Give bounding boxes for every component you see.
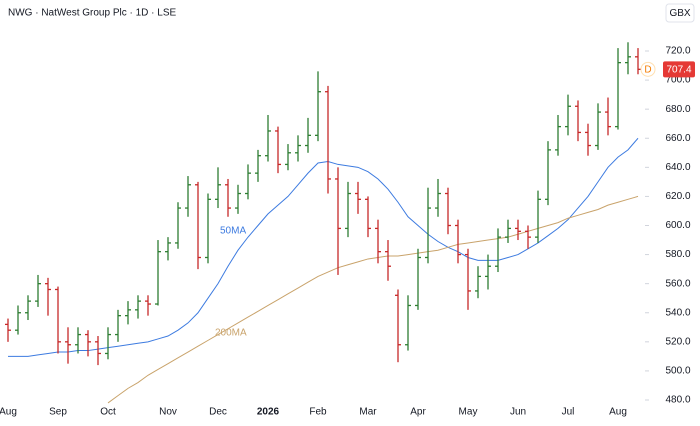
y-tick-label: 480.0 bbox=[665, 395, 690, 406]
y-tick-label: 520.0 bbox=[665, 336, 690, 347]
x-tick-label: Feb bbox=[309, 407, 327, 418]
x-tick-label: May bbox=[459, 407, 478, 418]
last-price-label: 707.4 bbox=[666, 64, 691, 75]
x-tick-label: Oct bbox=[100, 407, 116, 418]
plot-area bbox=[5, 42, 641, 404]
series-label: 50MA bbox=[220, 226, 246, 237]
x-tick-label: Aug bbox=[609, 407, 627, 418]
last-price-box bbox=[663, 61, 695, 78]
y-tick-label: 720.0 bbox=[665, 46, 690, 57]
y-tick-label: 620.0 bbox=[665, 191, 690, 202]
y-tick-label: 660.0 bbox=[665, 133, 690, 144]
x-tick-label: Jul bbox=[562, 407, 575, 418]
currency-label[interactable]: GBX bbox=[669, 8, 690, 19]
dividend-marker-label: D bbox=[644, 64, 651, 75]
x-tick-label: Dec bbox=[209, 407, 227, 418]
x-tick-label: Mar bbox=[359, 407, 377, 418]
x-tick-label: Sep bbox=[49, 407, 67, 418]
x-tick-label: Apr bbox=[410, 407, 426, 418]
dividend-marker bbox=[640, 61, 656, 77]
y-tick-label: 640.0 bbox=[665, 162, 690, 173]
y-tick-label: 600.0 bbox=[665, 220, 690, 231]
chart-title: NWG · NatWest Group Plc · 1D · LSE bbox=[8, 8, 177, 19]
y-tick-label: 680.0 bbox=[665, 104, 690, 115]
series-label: 200MA bbox=[215, 328, 247, 339]
currency-button[interactable] bbox=[665, 3, 695, 23]
moving-average-line bbox=[107, 195, 639, 404]
x-tick-label: Jun bbox=[510, 407, 526, 418]
x-tick-label: Aug bbox=[0, 407, 17, 418]
y-tick-label: 700.0 bbox=[665, 75, 690, 86]
y-tick-label: 580.0 bbox=[665, 249, 690, 260]
y-tick-label: 540.0 bbox=[665, 307, 690, 318]
x-tick-label: 2026 bbox=[257, 407, 280, 418]
x-tick-label: Nov bbox=[159, 407, 177, 418]
y-tick-label: 560.0 bbox=[665, 278, 690, 289]
y-tick-label: 500.0 bbox=[665, 366, 690, 377]
moving-average-line bbox=[8, 137, 639, 357]
